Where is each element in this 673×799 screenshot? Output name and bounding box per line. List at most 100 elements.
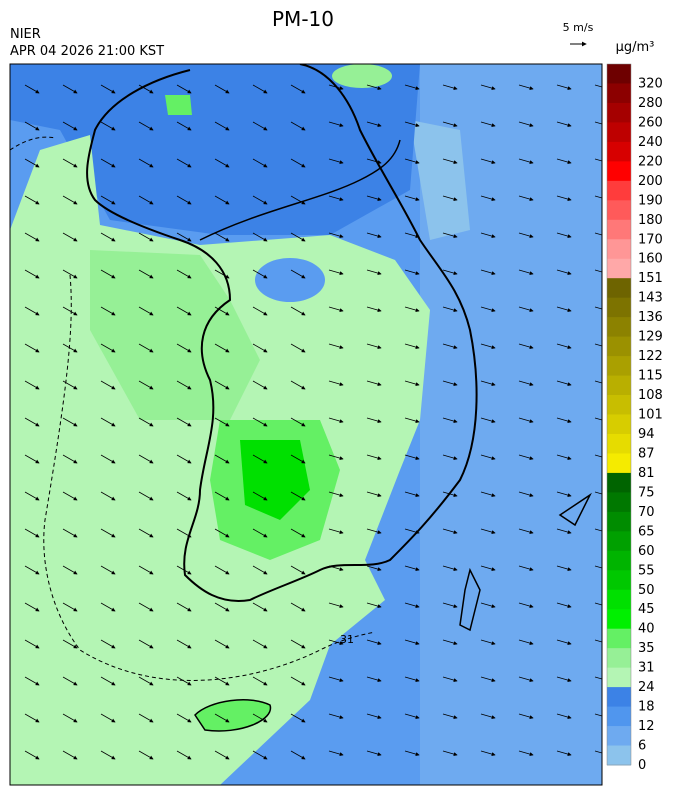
wind-arrow: [100, 158, 116, 168]
colorbar-label: 129: [638, 330, 663, 345]
wind-arrow: [366, 528, 382, 535]
wind-arrow: [594, 750, 602, 754]
wind-arrow: [252, 306, 268, 316]
wind-arrow: [594, 639, 602, 643]
wind-arrow: [404, 528, 420, 535]
colorbar-label: 87: [638, 446, 655, 461]
wind-arrow: [214, 343, 230, 353]
wind-arrow: [480, 565, 496, 572]
wind-arrow: [556, 158, 572, 165]
wind-arrow: [62, 417, 78, 427]
wind-arrow: [138, 121, 154, 131]
wind-arrow: [404, 417, 420, 424]
wind-arrow: [24, 713, 40, 723]
islands: [459, 492, 592, 632]
colorbar-label: 0: [638, 758, 646, 773]
wind-arrow: [176, 380, 192, 390]
wind-arrow: [100, 232, 116, 242]
wind-arrow: [252, 602, 268, 612]
wind-arrow: [176, 713, 192, 723]
wind-arrow: [176, 121, 192, 131]
wind-arrow: [556, 713, 572, 720]
wind-arrow: [62, 491, 78, 501]
wind-arrow: [442, 565, 458, 572]
wind-arrow: [556, 380, 572, 387]
wind-arrow: [366, 343, 382, 350]
wind-arrow: [594, 565, 602, 569]
colorbar-box: [607, 239, 631, 260]
colorbar-box: [607, 180, 631, 201]
colorbar-box: [607, 219, 631, 240]
colorbar-label: 151: [638, 271, 663, 286]
map: 31: [10, 64, 602, 785]
wind-arrow: [100, 713, 116, 723]
wind-arrow: [24, 528, 40, 538]
coastline: [86, 64, 478, 602]
wind-arrow: [556, 639, 572, 646]
colorbar-label: 136: [638, 310, 663, 325]
wind-arrow: [404, 639, 420, 646]
wind-arrow: [480, 602, 496, 609]
wind-arrow: [138, 84, 154, 94]
wind-arrow: [214, 121, 230, 131]
colorbar-label: 40: [638, 622, 655, 637]
colorbar-label: 115: [638, 369, 663, 384]
wind-arrow: [176, 417, 192, 427]
wind-arrow: [328, 491, 344, 498]
wind-arrow: [480, 639, 496, 646]
colorbar-label: 24: [638, 680, 655, 695]
wind-arrow: [214, 454, 230, 464]
wind-arrow: [24, 750, 40, 760]
wind-arrow: [62, 454, 78, 464]
wind-arrow: [62, 306, 78, 316]
wind-arrow: [62, 232, 78, 242]
wind-arrow: [328, 528, 344, 535]
colorbar-box: [607, 589, 631, 610]
wind-arrow: [442, 269, 458, 276]
colorbar-label: 190: [638, 193, 663, 208]
wind-arrow: [138, 750, 154, 760]
wind-arrow: [442, 417, 458, 424]
wind-arrow: [366, 602, 382, 609]
wind-arrow: [556, 269, 572, 276]
wind-arrow: [100, 454, 116, 464]
wind-arrow: [366, 121, 382, 128]
colorbar-label: 6: [638, 739, 646, 754]
wind-arrow: [594, 417, 602, 421]
wind-arrow: [176, 232, 192, 242]
colorbar-frame: [606, 63, 632, 766]
wind-arrow: [138, 269, 154, 279]
wind-arrow: [252, 750, 268, 760]
wind-arrow: [594, 343, 602, 347]
wind-arrow: [138, 306, 154, 316]
wind-arrow: [442, 454, 458, 461]
wind-arrow: [100, 84, 116, 94]
wind-arrow: [62, 528, 78, 538]
wind-arrow: [328, 713, 344, 720]
colorbar-label: 12: [638, 719, 655, 734]
colorbar-box: [607, 64, 631, 84]
light-patch: [410, 120, 470, 240]
wind-arrow: [100, 417, 116, 427]
wind-arrow: [328, 380, 344, 387]
colorbar-label: 75: [638, 485, 655, 500]
wind-arrow: [404, 343, 420, 350]
wind-arrow: [404, 750, 420, 757]
colorbar-box: [607, 122, 631, 143]
wind-arrow: [366, 269, 382, 276]
mid-pm-region: [90, 250, 260, 420]
colorbar-label: 101: [638, 408, 663, 423]
wind-arrow: [366, 417, 382, 424]
wind-arrow: [176, 269, 192, 279]
wind-arrow: [100, 602, 116, 612]
wind-arrow: [518, 232, 534, 239]
wind-arrow: [404, 84, 420, 91]
wind-arrow: [328, 269, 344, 276]
colorbar-box: [607, 141, 631, 162]
wind-arrow: [176, 750, 192, 760]
colorbar-label: 260: [638, 115, 663, 130]
wind-arrow: [252, 343, 268, 353]
wind-arrow: [366, 565, 382, 572]
wind-arrow: [252, 454, 268, 464]
wind-arrow: [366, 454, 382, 461]
